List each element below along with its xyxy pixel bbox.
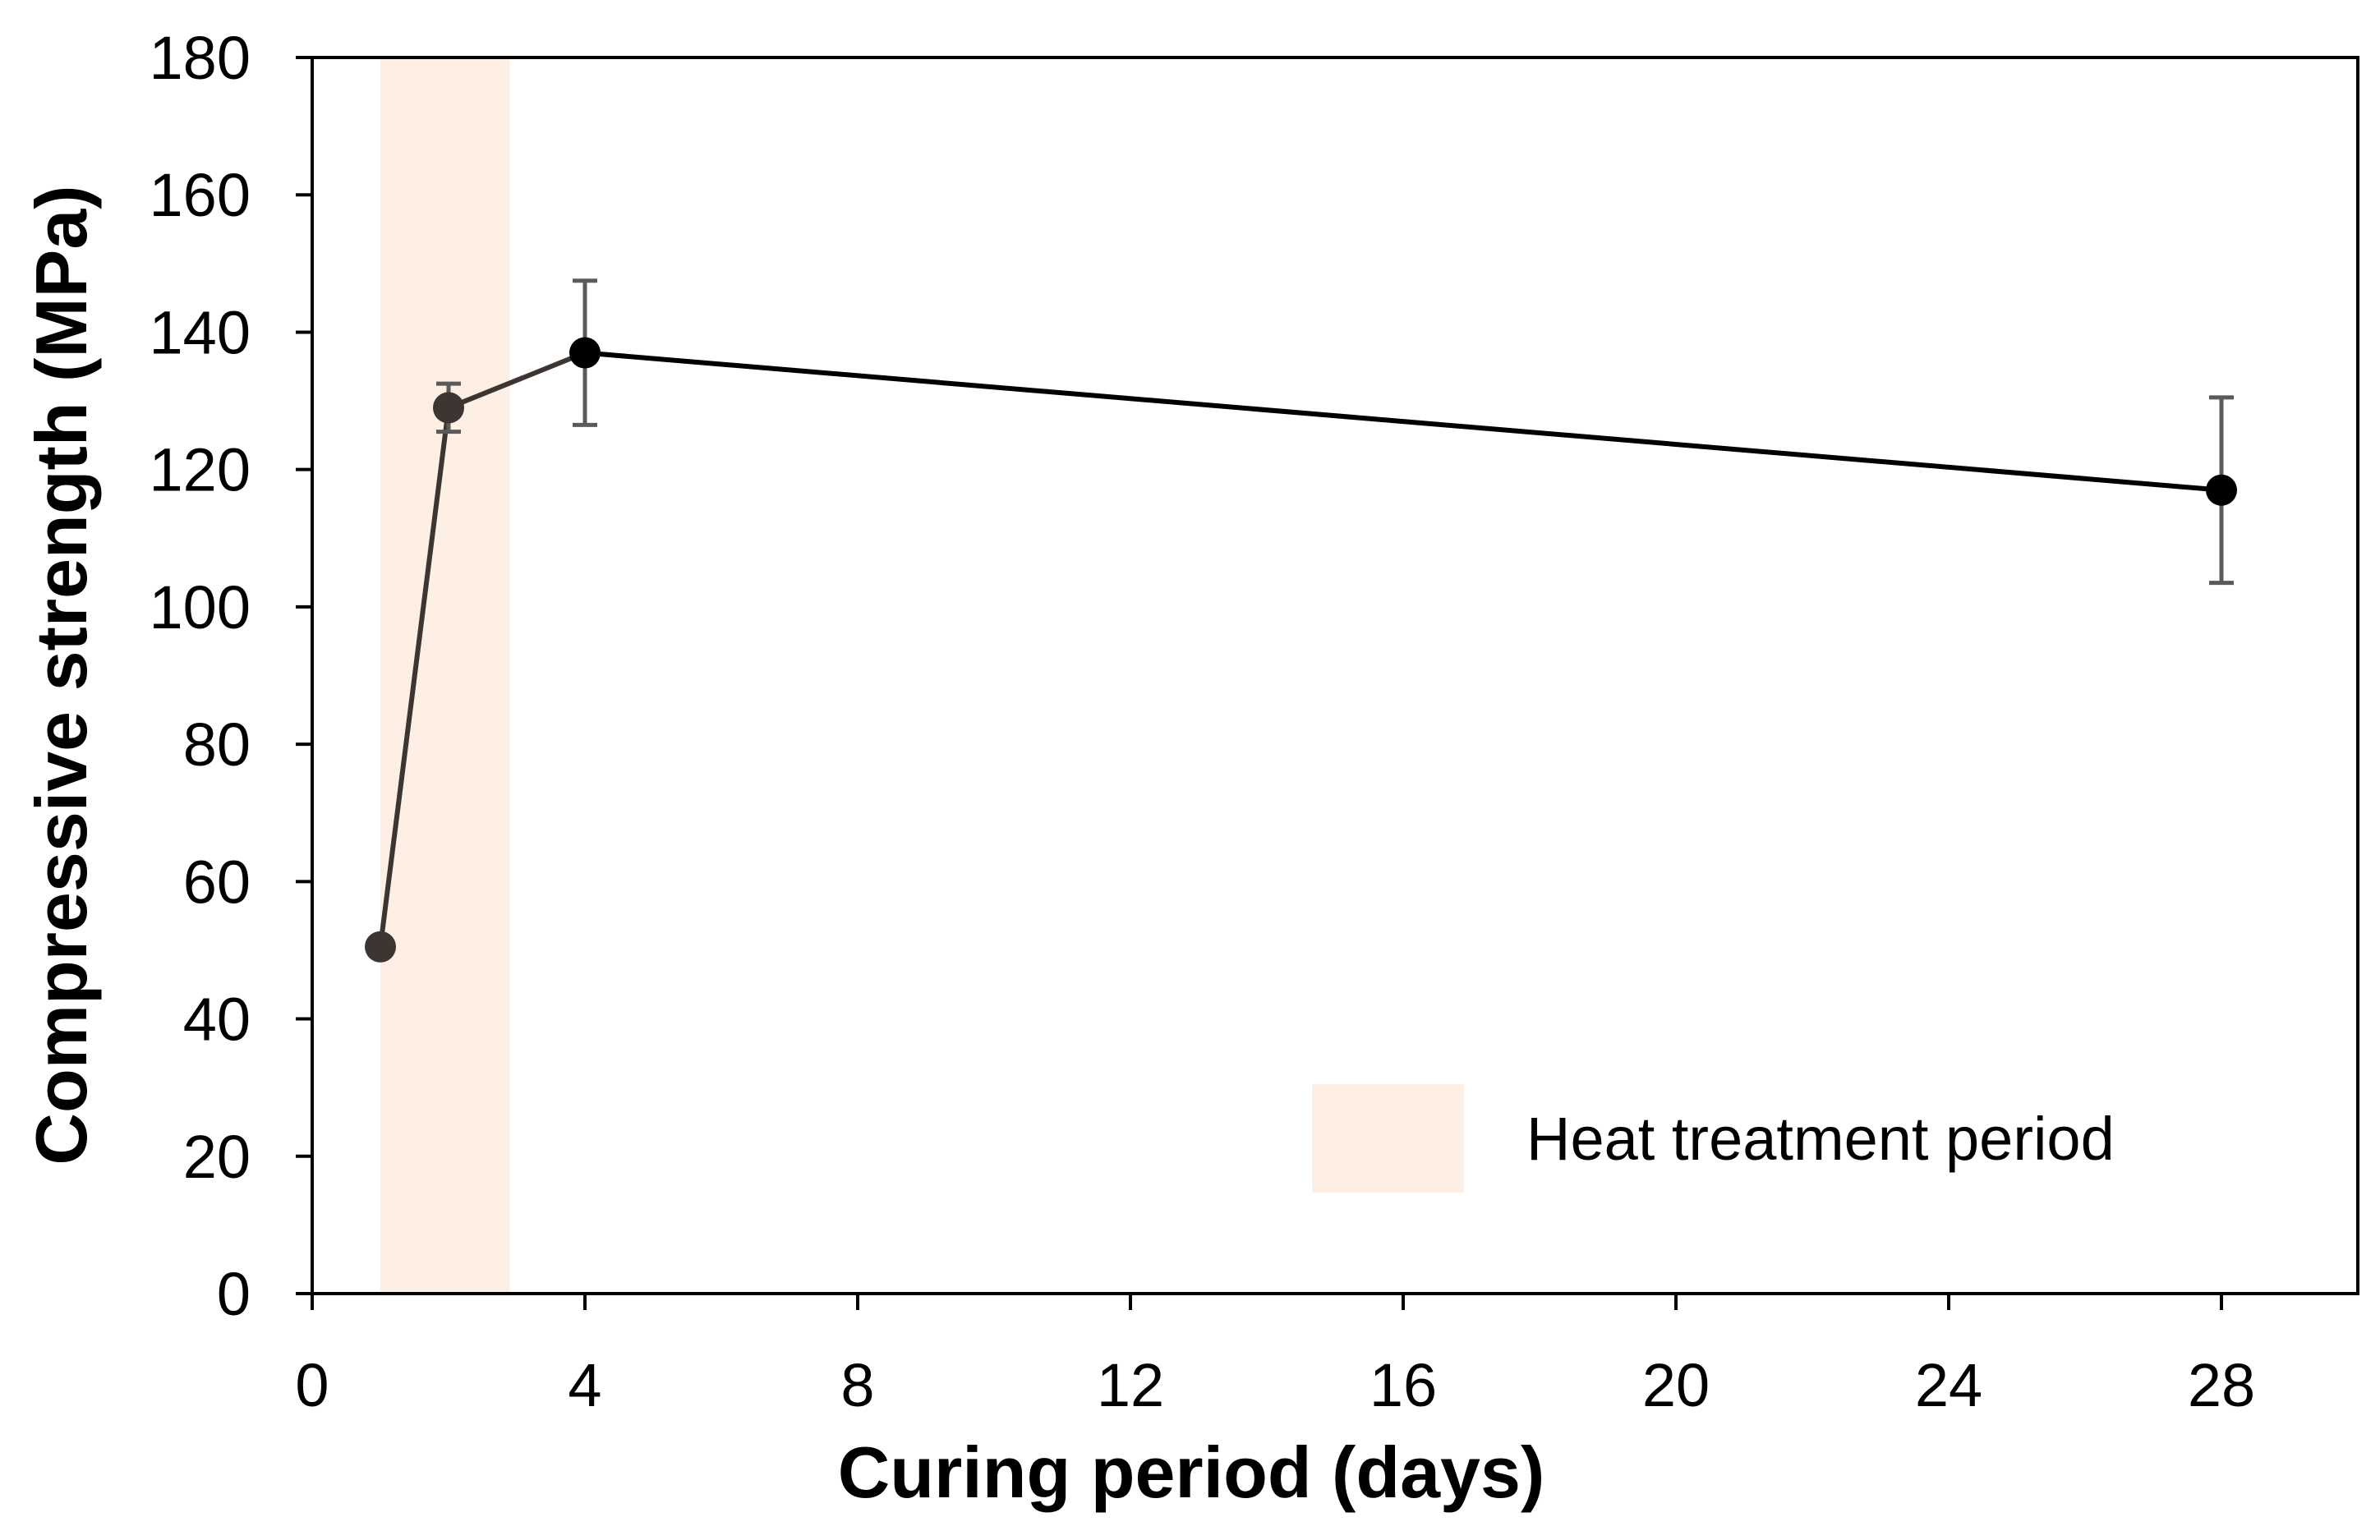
y-axis-title: Compressive strength (MPa) (21, 185, 102, 1165)
y-tick-label: 40 (183, 986, 251, 1054)
series-line-segment (582, 350, 2224, 493)
y-tick-label: 180 (150, 24, 251, 92)
heat-treatment-region (380, 57, 510, 1294)
y-tick-label: 0 (217, 1260, 251, 1328)
data-point (433, 392, 464, 424)
plot-area-frame (311, 56, 2359, 1295)
series-line-segment (446, 350, 587, 411)
x-tick-label: 28 (2188, 1351, 2255, 1419)
y-tick-label: 140 (150, 298, 251, 366)
x-tick-label: 8 (840, 1351, 874, 1419)
y-tick-label: 160 (150, 161, 251, 229)
shaded-region-layer (380, 57, 510, 1294)
x-tick-label: 0 (295, 1351, 329, 1419)
data-point (2206, 474, 2237, 506)
data-point (365, 931, 396, 963)
y-axis-ticks: 0 20 40 60 80 100 120 140 160 180 (150, 24, 312, 1328)
series-line-layer (378, 350, 2224, 949)
x-tick-label: 24 (1915, 1351, 1982, 1419)
y-tick-label: 120 (150, 436, 251, 504)
legend: Heat treatment period (1312, 1084, 2115, 1193)
x-tick-label: 12 (1097, 1351, 1164, 1419)
y-tick-label: 20 (183, 1123, 251, 1191)
x-axis-ticks: 0 4 8 12 16 20 24 28 (295, 1294, 2255, 1419)
x-tick-label: 4 (568, 1351, 601, 1419)
y-tick-label: 100 (150, 573, 251, 641)
data-point (569, 337, 601, 369)
series-line-segment (378, 405, 451, 949)
legend-label: Heat treatment period (1526, 1105, 2115, 1173)
x-tick-label: 16 (1370, 1351, 1437, 1419)
x-axis-title: Curing period (days) (838, 1432, 1545, 1513)
y-tick-label: 60 (183, 848, 251, 916)
y-tick-label: 80 (183, 710, 251, 779)
legend-swatch (1312, 1084, 1464, 1193)
x-tick-label: 20 (1642, 1351, 1710, 1419)
data-point-layer (365, 337, 2237, 963)
